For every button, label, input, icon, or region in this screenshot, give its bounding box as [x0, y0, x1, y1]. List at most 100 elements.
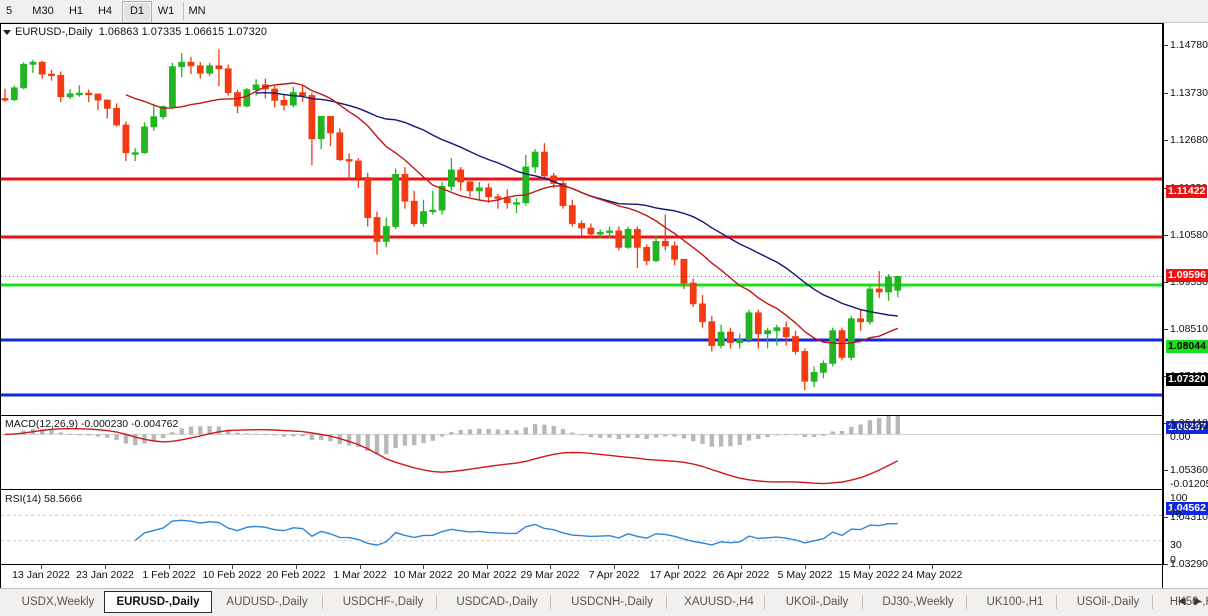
- rsi-axis-label: 70: [1170, 508, 1182, 520]
- price-level-chip[interactable]: 1.07320: [1166, 373, 1208, 386]
- timeframe-button-m30[interactable]: M30: [32, 5, 54, 17]
- date-axis-label: 5 May 2022: [777, 569, 833, 581]
- price-axis-tick: [1164, 93, 1168, 94]
- timeframe-toolbar: 5 M30 H1 H4 D1 W1 MN: [0, 0, 1208, 23]
- chart-tab-usdx-weekly[interactable]: USDX,Weekly: [21, 596, 95, 608]
- price-level-chip[interactable]: 1.09596: [1166, 269, 1208, 282]
- tab-divider: [436, 595, 437, 609]
- timeframe-button-h1[interactable]: H1: [68, 5, 84, 17]
- rsi-axis-label: 30: [1170, 539, 1182, 551]
- price-axis-label: 1.04310: [1170, 511, 1208, 523]
- date-axis-tick: [105, 565, 106, 569]
- date-axis-label: 17 Apr 2022: [649, 569, 707, 581]
- ohlc-values: 1.06863 1.07335 1.06615 1.07320: [98, 26, 267, 38]
- date-axis-label: 1 Feb 2022: [142, 569, 196, 581]
- price-axis-label: 1.13730: [1170, 87, 1208, 99]
- macd-svg: [1, 416, 1162, 485]
- price-axis-tick: [1164, 470, 1168, 471]
- chart-area: EURUSD-,Daily 1.06863 1.07335 1.06615 1.…: [0, 23, 1208, 588]
- date-axis-label: 1 Mar 2022: [333, 569, 387, 581]
- price-axis-label: 1.12680: [1170, 134, 1208, 146]
- price-level-chip[interactable]: 1.06297: [1166, 421, 1208, 434]
- price-axis-label: 1.09530: [1170, 276, 1208, 288]
- date-axis-tick: [614, 565, 615, 569]
- date-axis-label: 15 May 2022: [838, 569, 900, 581]
- chart-tab-audusd-daily[interactable]: AUDUSD-,Daily: [226, 596, 308, 608]
- date-axis-label: 26 Apr 2022: [712, 569, 770, 581]
- chart-tab-usdcad-daily[interactable]: USDCAD-,Daily: [456, 596, 538, 608]
- price-axis-label: 1.08510: [1170, 323, 1208, 335]
- macd-axis-label: 0.00: [1170, 431, 1191, 443]
- rsi-legend: RSI(14) 58.5666: [5, 493, 83, 505]
- tab-divider: [966, 595, 967, 609]
- price-axis-tick: [1164, 282, 1168, 283]
- date-axis-label: 7 Apr 2022: [588, 569, 640, 581]
- chart-tab-usoil-daily[interactable]: USOil-,Daily: [1076, 596, 1140, 608]
- date-axis-label: 24 May 2022: [901, 569, 963, 581]
- tab-divider: [1056, 595, 1057, 609]
- tab-divider: [862, 595, 863, 609]
- timeframe-button-d1[interactable]: D1: [122, 1, 152, 23]
- macd-axis-label: -0.012058: [1170, 478, 1208, 490]
- date-axis-tick: [678, 565, 679, 569]
- timeframe-button-5[interactable]: 5: [5, 5, 13, 17]
- symbol-info-bar: EURUSD-,Daily 1.06863 1.07335 1.06615 1.…: [3, 26, 267, 40]
- collapse-arrow-icon[interactable]: [3, 29, 11, 35]
- price-axis-tick: [1164, 45, 1168, 46]
- tab-scroll-right-icon[interactable]: ▶: [1194, 596, 1202, 607]
- timeframe-button-w1[interactable]: W1: [157, 5, 175, 17]
- timeframe-button-h4[interactable]: H4: [97, 5, 113, 17]
- date-axis-label: 10 Mar 2022: [393, 569, 453, 581]
- date-axis-label: 29 Mar 2022: [520, 569, 580, 581]
- price-level-chip[interactable]: 1.11422: [1166, 185, 1208, 198]
- chart-tab-bar: USDX,Weekly EURUSD-,Daily AUDUSD-,Daily USD…: [0, 588, 1208, 616]
- date-axis-tick: [487, 565, 488, 569]
- date-axis-tick: [360, 565, 361, 569]
- price-axis-label: 1.03290: [1170, 558, 1208, 570]
- date-axis: 13 Jan 2022 23 Jan 2022 1 Feb 2022 10 Feb 2…: [0, 565, 1163, 588]
- price-level-chip[interactable]: 1.04562: [1166, 502, 1208, 515]
- date-axis-tick: [805, 565, 806, 569]
- price-axis-tick: [1164, 235, 1168, 236]
- date-axis-label: 23 Jan 2022: [76, 569, 134, 581]
- rsi-pane[interactable]: RSI(14) 58.5666: [0, 489, 1163, 565]
- price-pane[interactable]: EURUSD-,Daily 1.06863 1.07335 1.06615 1.…: [0, 23, 1163, 416]
- symbol-label: EURUSD-,Daily: [15, 26, 93, 38]
- price-axis-label: 1.05360: [1170, 464, 1208, 476]
- price-axis-tick: [1164, 517, 1168, 518]
- chart-tab-uk100-h1[interactable]: UK100-,H1: [986, 596, 1044, 608]
- tab-divider: [1152, 595, 1153, 609]
- macd-legend: MACD(12,26,9) -0.000230 -0.004762: [5, 418, 179, 430]
- price-level-chip[interactable]: 1.08044: [1166, 340, 1208, 353]
- toolbar-divider: [183, 2, 184, 20]
- date-axis-tick: [41, 565, 42, 569]
- chart-tab-usdcnh-daily[interactable]: USDCNH-,Daily: [571, 596, 653, 608]
- price-axis[interactable]: 1.147801.137301.126801.116301.105801.095…: [1163, 23, 1208, 570]
- timeframe-button-mn[interactable]: MN: [188, 5, 206, 17]
- chart-tab-xauusd-h4[interactable]: XAUUSD-,H4: [684, 596, 754, 608]
- date-axis-label: 13 Jan 2022: [12, 569, 70, 581]
- date-axis-label: 20 Mar 2022: [457, 569, 517, 581]
- rsi-svg: [1, 514, 1162, 546]
- chart-tab-eurusd-daily[interactable]: EURUSD-,Daily: [104, 591, 212, 613]
- price-candles-svg: [1, 49, 1162, 397]
- date-axis-tick: [296, 565, 297, 569]
- price-axis-tick: [1164, 329, 1168, 330]
- tab-scroll-left-icon[interactable]: ◀: [1178, 596, 1186, 607]
- date-axis-tick: [423, 565, 424, 569]
- price-axis-label: 1.10580: [1170, 229, 1208, 241]
- price-axis-label: 1.14780: [1170, 39, 1208, 51]
- chart-tab-usdchf-daily[interactable]: USDCHF-,Daily: [342, 596, 424, 608]
- date-axis-tick: [232, 565, 233, 569]
- tab-divider: [322, 595, 323, 609]
- chart-tab-hk50-h1[interactable]: HK50-,H1: [1169, 596, 1208, 608]
- date-axis-tick: [741, 565, 742, 569]
- date-axis-tick: [550, 565, 551, 569]
- rsi-axis-label: 0: [1170, 554, 1176, 566]
- chart-tab-dj30-weekly[interactable]: DJ30-,Weekly: [882, 596, 954, 608]
- date-axis-label: 10 Feb 2022: [202, 569, 262, 581]
- chart-tab-ukoil-daily[interactable]: UKOil-,Daily: [785, 596, 849, 608]
- date-axis-tick: [932, 565, 933, 569]
- macd-pane[interactable]: MACD(12,26,9) -0.000230 -0.004762: [0, 415, 1163, 490]
